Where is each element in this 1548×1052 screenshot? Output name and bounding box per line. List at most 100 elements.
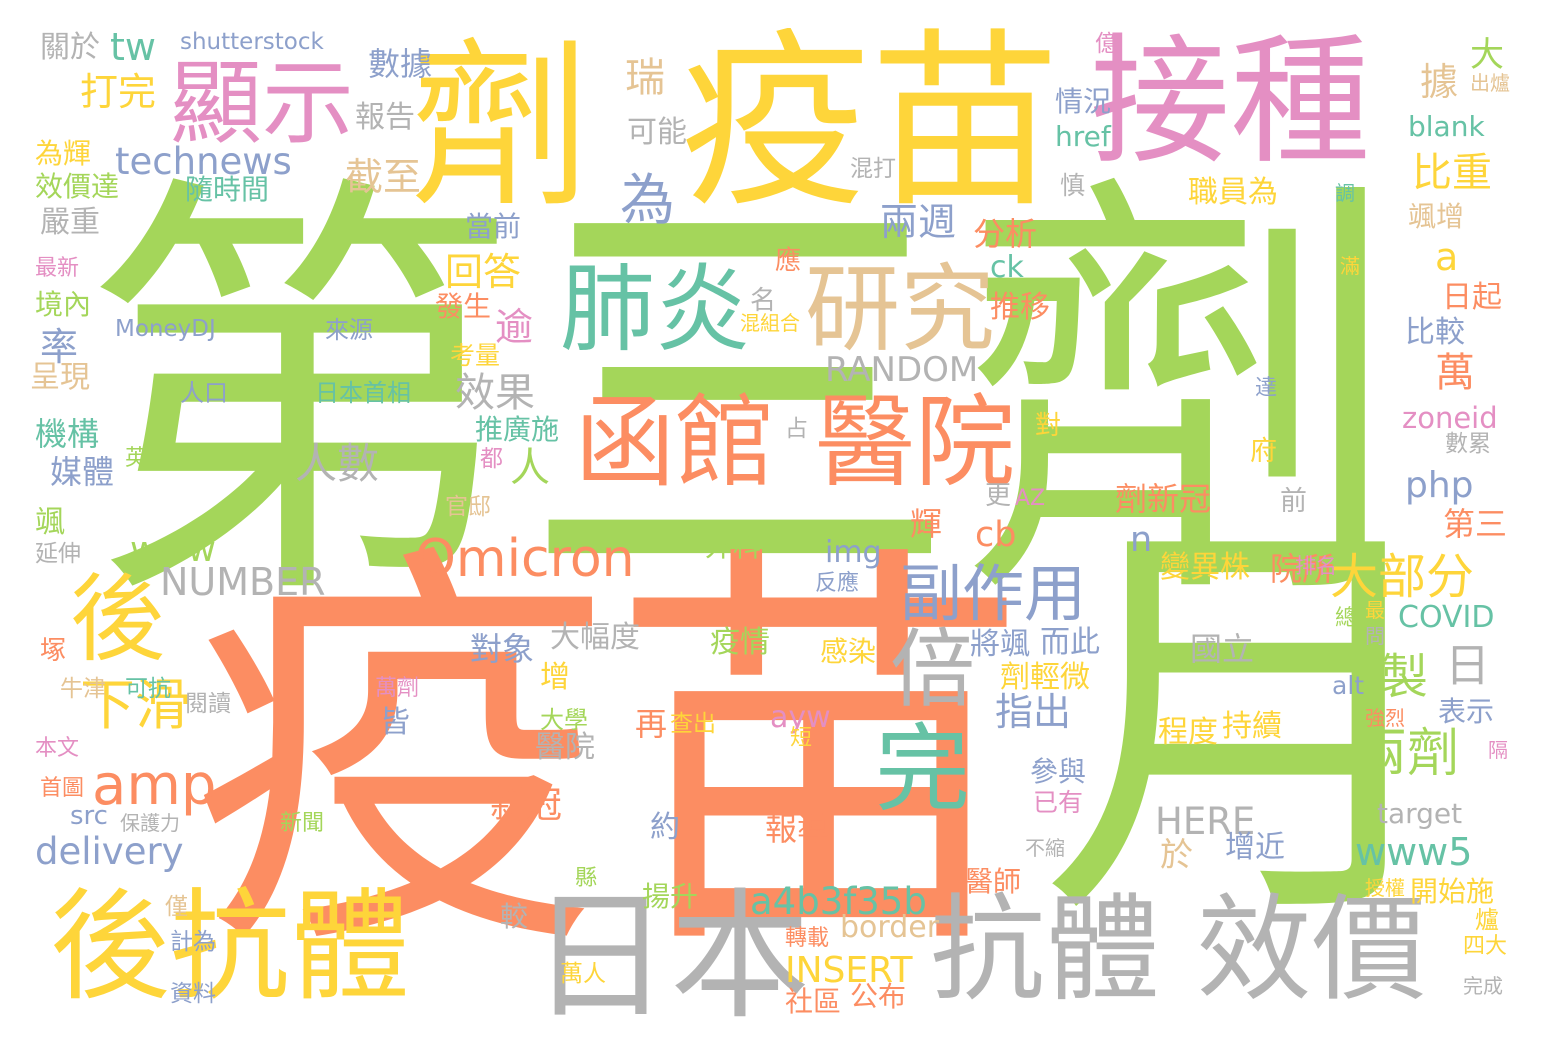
word-63: 回答 [445, 250, 522, 294]
word-134: 於 [1160, 835, 1193, 874]
word-146: 大學 [540, 706, 588, 734]
word-77: 萬 [1435, 350, 1475, 396]
word-59: 媒體 [50, 453, 115, 491]
word-145: 增 [540, 660, 570, 695]
word-96: 對 [1035, 411, 1062, 441]
word-64: 逾 [495, 305, 534, 349]
word-93: 推移 [990, 290, 1050, 325]
word-103: AZ [1015, 486, 1046, 511]
word-89: 出爐 [1470, 71, 1510, 95]
word-150: 查出 [670, 711, 716, 737]
word-138: 外科 [705, 530, 762, 563]
word-24: NUMBER [160, 560, 326, 604]
word-174: 延伸 [35, 541, 81, 567]
word-114: 問 [1365, 624, 1385, 648]
word-111: COVID [1398, 600, 1495, 635]
word-127: target [1377, 797, 1463, 830]
word-29: a4b3f35b [750, 880, 927, 923]
word-74: 分析 [973, 215, 1038, 253]
word-125: 表示 [1438, 695, 1495, 728]
word-82: blank [1408, 110, 1485, 143]
word-90: ck [990, 250, 1024, 285]
word-57: 日本首相 [315, 379, 411, 407]
word-62: 效果 [455, 370, 535, 416]
word-91: 應 [775, 246, 802, 276]
word-56: 人口 [180, 379, 228, 407]
word-42: 數據 [368, 45, 433, 83]
word-152: 短 [790, 726, 813, 751]
word-87: 億 [1095, 31, 1118, 57]
word-102: 劑新冠 [1115, 480, 1212, 518]
word-110: 排名 [1295, 554, 1337, 578]
word-159: 轉載 [785, 926, 830, 951]
word-126: 強烈 [1365, 706, 1405, 730]
word-84: href [1055, 120, 1111, 153]
word-166: 可抗 [125, 676, 171, 702]
word-92: 名 [750, 286, 777, 316]
word-5: 接種 [1090, 28, 1371, 184]
word-141: 對象 [470, 630, 535, 668]
word-61: 人數 [295, 439, 380, 488]
word-72: 官邸 [445, 494, 491, 520]
word-179: 調 [1335, 181, 1355, 205]
word-43: 報告 [355, 100, 415, 135]
word-109: 變異株 [1160, 550, 1250, 585]
word-129: 不縮 [1025, 836, 1065, 860]
word-36: 製 [1380, 649, 1429, 705]
word-88: 大 [1470, 35, 1504, 75]
word-149: 再 [635, 705, 668, 743]
word-54: 來源 [325, 316, 373, 344]
word-31: border [840, 910, 940, 945]
word-66: 人 [510, 445, 550, 491]
word-38: 打完 [80, 70, 157, 114]
word-65: 率 [40, 325, 79, 369]
word-94: 混組合 [740, 311, 800, 335]
word-154: 約 [650, 810, 680, 845]
word-40: shutterstock [180, 29, 324, 55]
word-168: 本文 [35, 736, 80, 761]
word-16: 倍 [890, 621, 976, 720]
word-9: 函館 [575, 384, 775, 501]
word-39: tw [110, 28, 156, 69]
word-47: 為輝 [35, 137, 92, 170]
word-101: 前 [1280, 486, 1307, 517]
word-100: 第三 [1443, 505, 1508, 543]
word-3: 月 [1040, 483, 1460, 972]
word-147: 皆 [380, 705, 410, 740]
word-162: 萬人 [560, 961, 606, 987]
word-172: 新聞 [280, 811, 325, 836]
word-107: n [1130, 520, 1153, 560]
word-98: 府 [1250, 436, 1277, 467]
word-130: 增近 [1225, 830, 1285, 865]
word-7: 抗體 效價 [930, 883, 1427, 1017]
word-163: 萬劑 [375, 676, 420, 701]
word-180: 滿 [1340, 254, 1360, 278]
word-6: 日本 [530, 876, 811, 1028]
word-105: 輝 [910, 505, 943, 543]
word-128: 隔 [1488, 738, 1508, 762]
word-68: 發生 [435, 290, 492, 323]
word-41: 關於 [40, 30, 100, 65]
word-55: 呈現 [30, 360, 90, 395]
word-118: 劑輕微 [1000, 660, 1090, 695]
word-97: 達 [1255, 376, 1278, 401]
word-80: 颯增 [1408, 200, 1465, 233]
word-143: 疫情 [710, 625, 770, 660]
word-21: 兩劑 [1355, 724, 1460, 784]
word-120: 程度 [1158, 715, 1218, 750]
word-99: 數累 [1445, 431, 1491, 457]
word-108: 院所 [1270, 550, 1335, 588]
word-30: INSERT [785, 950, 913, 991]
word-35: 為 [620, 168, 676, 232]
word-161: 社區 [785, 985, 842, 1018]
word-58: 機構 [35, 415, 100, 453]
word-17: Omicron [415, 529, 635, 589]
word-170: src [70, 801, 108, 831]
word-cloud: 第三劑 疫苗 疫苗月劑接種 日本 抗體 效價 後抗體 函館 醫院 肺炎 研究 顯示後完倍 Omicro… [30, 28, 1522, 1028]
word-136: 四大 [1463, 934, 1508, 959]
word-169: 首圖 [40, 776, 85, 801]
word-142: 大幅度 [550, 620, 640, 655]
word-12: 研究 [805, 255, 996, 365]
word-27: www5 [1355, 830, 1473, 874]
